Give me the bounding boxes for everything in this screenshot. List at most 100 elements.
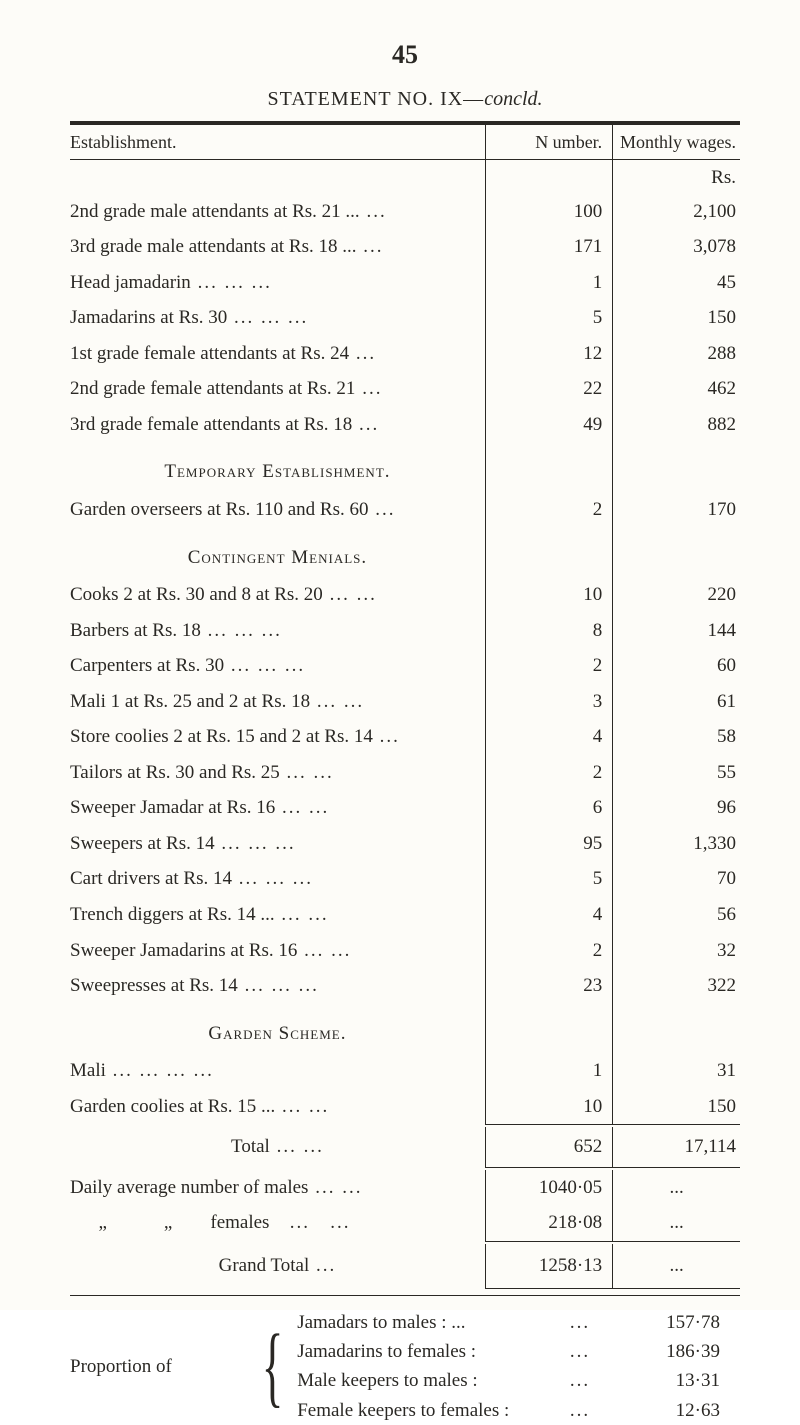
wage-cell: 3,078 <box>613 229 740 265</box>
wage-cell: 45 <box>613 265 740 301</box>
leader-dots: ... <box>373 726 400 747</box>
prop-left: Jamadarins to females : <box>297 1337 550 1366</box>
num-cell: 4 <box>485 719 612 755</box>
est-text: 2nd grade female attendants at Rs. 21 <box>70 378 355 399</box>
leader-dots: ... <box>550 1308 610 1337</box>
leader-dots: ... ... ... <box>191 272 272 293</box>
est-text: Head jamadarin <box>70 272 191 293</box>
leader-dots: ... ... <box>269 1212 350 1233</box>
section-contingent: Contingent Menials. <box>70 528 740 578</box>
wage-cell: 462 <box>613 371 740 407</box>
prop-value: 13·31 <box>610 1366 740 1395</box>
table-row: Garden coolies at Rs. 15 ... ... ... 1015… <box>70 1089 740 1125</box>
table-row: Cart drivers at Rs. 14 ... ... ... 570 <box>70 861 740 897</box>
est-text: Barbers at Rs. 18 <box>70 620 201 641</box>
wage-cell: ... <box>613 1170 740 1206</box>
wage-cell: 322 <box>613 968 740 1004</box>
table-row: Trench diggers at Rs. 14 ... ... ...456 <box>70 897 740 933</box>
leader-dots: ... ... ... <box>232 868 313 889</box>
leader-dots: ... ... ... <box>224 655 305 676</box>
proportion-row: Jamadars to males : ......157·78 <box>297 1308 740 1337</box>
page: 45 STATEMENT NO. IX—concld. Establishmen… <box>0 0 800 1310</box>
table-row: Mali ... ... ... ...131 <box>70 1053 740 1089</box>
est-text: Daily average number of males <box>70 1177 308 1198</box>
table-row: 3rd grade female attendants at Rs. 18 ..… <box>70 407 740 443</box>
num-cell: 5 <box>485 861 612 897</box>
wage-cell: 170 <box>613 492 740 528</box>
table-row: 2nd grade male attendants at Rs. 21 ... … <box>70 194 740 230</box>
leader-dots: ... <box>550 1366 610 1395</box>
grand-label: Grand Total <box>219 1255 310 1276</box>
brace-icon: { <box>262 1326 286 1407</box>
num-cell: 2 <box>485 933 612 969</box>
est-text: Jamadarins at Rs. 30 <box>70 307 227 328</box>
section-garden: Garden Scheme. <box>70 1004 740 1054</box>
leader-dots: ... ... <box>275 1096 329 1117</box>
est-text: 1st grade female attendants at Rs. 24 <box>70 343 349 364</box>
proportion-rows: Jamadars to males : ......157·78 Jamadar… <box>297 1308 740 1425</box>
total-num: 652 <box>485 1127 612 1167</box>
leader-dots: ... ... <box>275 797 329 818</box>
leader-dots: ... <box>357 236 384 257</box>
header-row: Establishment. N umber. Monthly wages. <box>70 125 740 160</box>
table-row: Mali 1 at Rs. 25 and 2 at Rs. 18 ... ...… <box>70 684 740 720</box>
table-row: Store coolies 2 at Rs. 15 and 2 at Rs. 1… <box>70 719 740 755</box>
wage-cell: 31 <box>613 1053 740 1089</box>
num-cell: 1 <box>485 265 612 301</box>
title-prefix: STATEMENT <box>267 88 397 110</box>
page-number: 45 <box>70 40 740 70</box>
leader-dots: ... <box>349 343 376 364</box>
leader-dots: ... ... ... ... <box>106 1060 214 1081</box>
header-establishment: Establishment. <box>70 125 485 160</box>
est-text: Sweepers at Rs. 14 <box>70 833 215 854</box>
proportion-label: Proportion of <box>70 1352 250 1381</box>
num-cell: 10 <box>485 1089 612 1125</box>
wage-cell: 55 <box>613 755 740 791</box>
wage-cell: 61 <box>613 684 740 720</box>
leader-dots: ... ... ... <box>201 620 282 641</box>
num-cell: 1040·05 <box>485 1170 612 1206</box>
daily-row: Daily average number of males ... ...104… <box>70 1170 740 1206</box>
table-row: Sweepers at Rs. 14 ... ... ...951,330 <box>70 826 740 862</box>
num-cell: 95 <box>485 826 612 862</box>
wage-cell: 60 <box>613 648 740 684</box>
est-text: 2nd grade male attendants at Rs. 21 ... <box>70 201 360 222</box>
rule-after-grand <box>70 1288 740 1291</box>
table-row: Sweepresses at Rs. 14 ... ... ...23322 <box>70 968 740 1004</box>
est-text: 3rd grade male attendants at Rs. 18 ... <box>70 236 357 257</box>
prop-left: Jamadars to males : ... <box>297 1308 550 1337</box>
est-text: Cart drivers at Rs. 14 <box>70 868 232 889</box>
num-cell: 22 <box>485 371 612 407</box>
table-row: Head jamadarin ... ... ... 145 <box>70 265 740 301</box>
table-row: Barbers at Rs. 18 ... ... ...8144 <box>70 613 740 649</box>
prop-value: 186·39 <box>610 1337 740 1366</box>
wage-cell: 150 <box>613 1089 740 1125</box>
num-cell: 1 <box>485 1053 612 1089</box>
num-cell: 4 <box>485 897 612 933</box>
num-cell: 171 <box>485 229 612 265</box>
leader-dots: ... ... <box>280 762 334 783</box>
prop-left: Male keepers to males : <box>297 1366 550 1395</box>
title-no: NO. <box>397 88 434 110</box>
num-cell: 23 <box>485 968 612 1004</box>
table-row: Garden overseers at Rs. 110 and Rs. 60 .… <box>70 492 740 528</box>
wage-cell: ... <box>613 1205 740 1241</box>
wage-cell: 96 <box>613 790 740 826</box>
title-concld: concld. <box>484 88 542 110</box>
rs-row: Rs. <box>70 162 740 194</box>
wage-cell: 144 <box>613 613 740 649</box>
grand-wage: ... <box>613 1244 740 1288</box>
wage-cell: 288 <box>613 336 740 372</box>
proportion-row: Jamadarins to females :...186·39 <box>297 1337 740 1366</box>
table-row: Carpenters at Rs. 30 ... ... ...260 <box>70 648 740 684</box>
wage-cell: 70 <box>613 861 740 897</box>
section-temporary: Temporary Establishment. <box>70 442 740 492</box>
est-text: Garden coolies at Rs. 15 ... <box>70 1096 275 1117</box>
est-text: Tailors at Rs. 30 and Rs. 25 <box>70 762 280 783</box>
statement-title: STATEMENT NO. IX—concld. <box>70 88 740 111</box>
table-row: Sweeper Jamadarins at Rs. 16 ... ...232 <box>70 933 740 969</box>
header-wages: Monthly wages. <box>613 125 740 160</box>
wage-cell: 58 <box>613 719 740 755</box>
table-row: Cooks 2 at Rs. 30 and 8 at Rs. 20 ... ..… <box>70 577 740 613</box>
num-cell: 2 <box>485 648 612 684</box>
